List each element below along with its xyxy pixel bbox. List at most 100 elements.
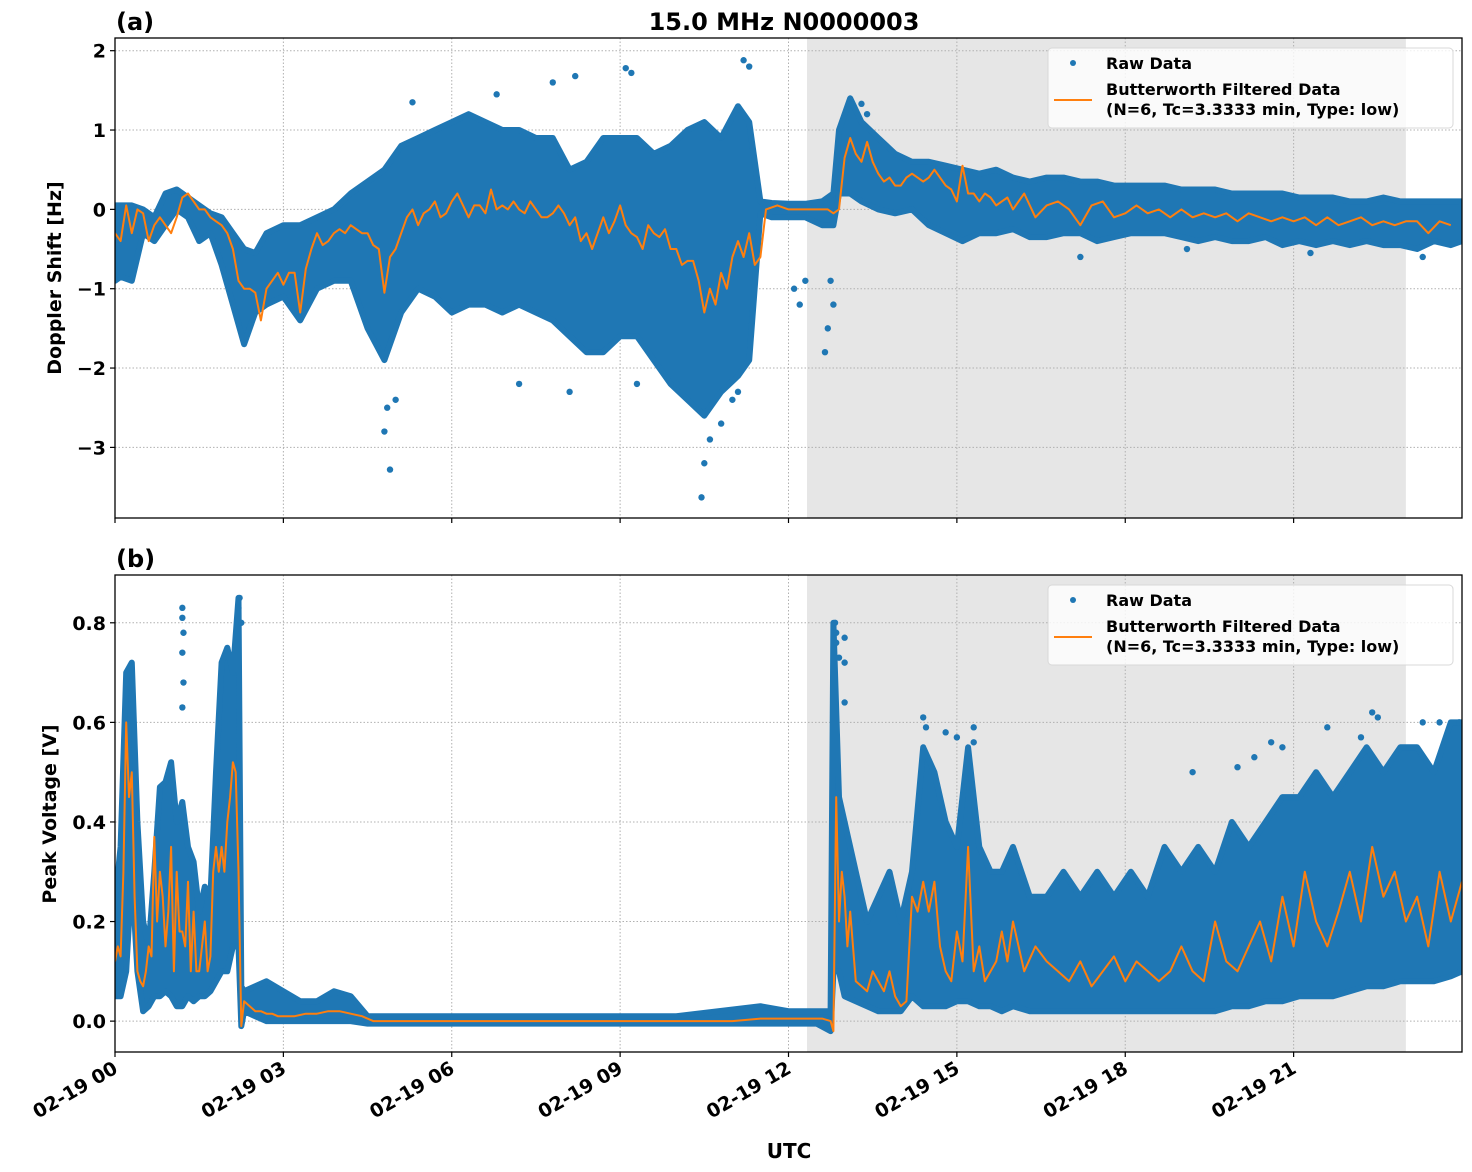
raw-data-point bbox=[386, 466, 394, 473]
raw-data-point bbox=[746, 63, 753, 70]
raw-data-point bbox=[717, 420, 725, 427]
x-axis-label: UTC bbox=[767, 1139, 812, 1163]
y-tick-label: 0.6 bbox=[72, 712, 106, 734]
raw-data-point bbox=[740, 57, 747, 64]
raw-data-point bbox=[1324, 724, 1331, 731]
raw-data-point bbox=[1077, 253, 1084, 261]
raw-data-point bbox=[566, 388, 573, 396]
raw-data-envelope bbox=[115, 95, 1462, 419]
raw-data-point bbox=[1369, 709, 1376, 716]
panel-b-label: (b) bbox=[116, 545, 155, 573]
y-tick-label: 0.0 bbox=[72, 1011, 106, 1033]
raw-data-point bbox=[673, 380, 680, 388]
raw-data-point bbox=[1455, 719, 1462, 726]
raw-data-point bbox=[628, 69, 635, 77]
panel-a-ylabel: Doppler Shift [Hz] bbox=[44, 181, 66, 374]
raw-data-point bbox=[841, 659, 848, 666]
raw-data-point bbox=[1419, 253, 1426, 261]
panel-a-label: (a) bbox=[116, 8, 154, 36]
raw-data-point bbox=[1436, 719, 1443, 726]
legend-marker-raw bbox=[1070, 60, 1076, 66]
legend-label-raw: Raw Data bbox=[1106, 591, 1192, 610]
raw-data-point bbox=[1234, 763, 1241, 771]
raw-data-point bbox=[236, 594, 243, 602]
raw-data-point bbox=[920, 714, 927, 721]
raw-data-point bbox=[179, 649, 186, 656]
raw-data-point bbox=[802, 277, 809, 284]
chart-title: 15.0 MHz N0000003 bbox=[649, 8, 920, 36]
plot-area bbox=[115, 594, 1462, 1035]
raw-data-point bbox=[1374, 714, 1382, 721]
x-tick-label: 02-19 15 bbox=[871, 1057, 963, 1123]
raw-data-point bbox=[833, 639, 840, 646]
raw-data-point bbox=[790, 285, 798, 292]
legend-label-raw: Raw Data bbox=[1106, 54, 1192, 73]
raw-data-point bbox=[409, 99, 416, 106]
x-tick-label: 02-19 03 bbox=[198, 1057, 290, 1123]
y-tick-label: −2 bbox=[77, 358, 106, 380]
raw-data-point bbox=[572, 72, 579, 80]
y-tick-label: 0.2 bbox=[72, 912, 106, 934]
raw-data-point bbox=[1267, 739, 1275, 746]
raw-data-point bbox=[1183, 245, 1191, 253]
legend-marker-raw bbox=[1070, 597, 1076, 603]
raw-data-point bbox=[953, 734, 961, 741]
raw-data-point bbox=[830, 301, 837, 308]
raw-data-point bbox=[179, 614, 186, 622]
raw-data-point bbox=[821, 348, 829, 356]
raw-data-point bbox=[633, 380, 641, 388]
raw-data-point bbox=[1189, 768, 1196, 776]
raw-data-point bbox=[180, 629, 187, 636]
x-tick-label: 02-19 12 bbox=[703, 1057, 795, 1123]
raw-data-point bbox=[381, 428, 388, 435]
raw-data-point bbox=[1307, 249, 1314, 257]
raw-data-envelope bbox=[115, 594, 1462, 1035]
raw-data-point bbox=[796, 301, 803, 308]
panel-a-doppler: (a) 15.0 MHz N0000003 Doppler Shift [Hz]… bbox=[44, 8, 1463, 523]
raw-data-point bbox=[1279, 744, 1286, 751]
raw-data-point bbox=[698, 494, 705, 501]
raw-data-point bbox=[1419, 719, 1426, 726]
x-tick-label: 02-19 21 bbox=[1208, 1057, 1300, 1123]
legend-label-filtered: (N=6, Tc=3.3333 min, Type: low) bbox=[1106, 637, 1399, 656]
filtered-data-line bbox=[115, 721, 1462, 1033]
raw-data-point bbox=[922, 724, 930, 731]
panel-b-ylabel: Peak Voltage [V] bbox=[39, 724, 61, 903]
raw-data-point bbox=[841, 699, 848, 706]
legend-label-filtered: Butterworth Filtered Data bbox=[1106, 617, 1341, 636]
raw-data-point bbox=[622, 64, 629, 72]
raw-data-point bbox=[858, 100, 865, 108]
raw-data-point bbox=[549, 79, 556, 86]
raw-data-point bbox=[180, 679, 187, 686]
raw-data-point bbox=[179, 704, 186, 711]
raw-data-point bbox=[1251, 754, 1258, 761]
x-tick-label: 02-19 00 bbox=[29, 1057, 121, 1123]
raw-data-point bbox=[384, 404, 391, 411]
legend-box bbox=[1047, 584, 1454, 666]
raw-data-point bbox=[179, 604, 186, 612]
raw-data-point bbox=[515, 380, 523, 388]
raw-data-point bbox=[238, 619, 245, 626]
x-tick-label: 02-19 06 bbox=[366, 1057, 458, 1123]
raw-data-point bbox=[863, 110, 871, 118]
raw-data-point bbox=[841, 634, 848, 641]
raw-data-point bbox=[701, 460, 708, 467]
raw-data-point bbox=[942, 729, 949, 736]
raw-data-point bbox=[827, 277, 834, 284]
raw-data-point bbox=[729, 396, 736, 403]
raw-data-point bbox=[1357, 734, 1365, 741]
raw-data-point bbox=[970, 724, 977, 731]
raw-data-point bbox=[831, 619, 839, 626]
y-tick-label: 2 bbox=[93, 41, 106, 63]
raw-data-point bbox=[706, 436, 714, 443]
legend-label-filtered: Butterworth Filtered Data bbox=[1106, 80, 1341, 99]
raw-data-point bbox=[734, 388, 742, 396]
plot-area bbox=[115, 57, 1462, 501]
filtered-data-line bbox=[115, 137, 1452, 322]
raw-data-point bbox=[235, 604, 242, 612]
raw-data-point bbox=[835, 654, 843, 661]
panel-b-voltage: (b) Peak Voltage [V] UTC 0.0 0.2 0.4 0.6 0.8… bbox=[29, 545, 1463, 1163]
raw-data-point bbox=[833, 629, 840, 636]
y-tick-label: −1 bbox=[77, 279, 106, 301]
